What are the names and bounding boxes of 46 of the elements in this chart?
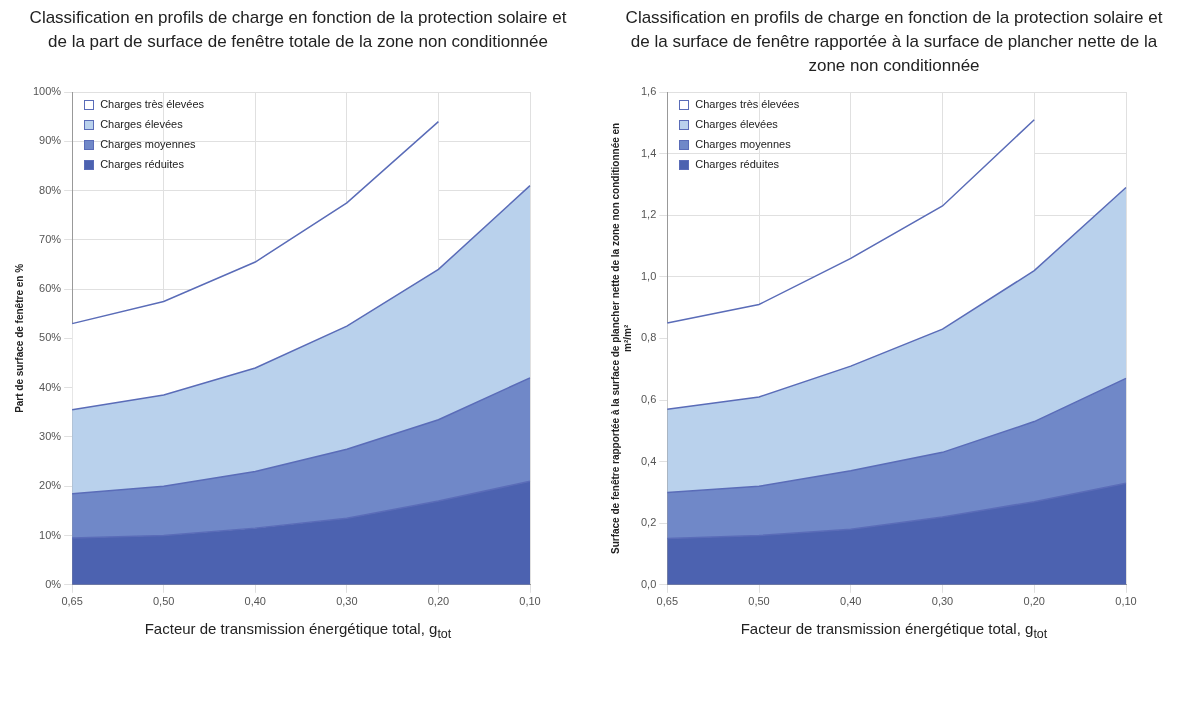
y-tick-label: 0,2 bbox=[640, 516, 657, 529]
y-tick-label: 0,8 bbox=[640, 331, 657, 344]
x-tick-label: 0,50 bbox=[153, 595, 175, 608]
chart-title: Classification en profils de charge en fonction de la protection solaire et de la surface de fenêtre rapportée à la surface de plancher nette de la zone non conditionnée bbox=[624, 7, 1164, 77]
y-tick-label: 60% bbox=[39, 282, 62, 295]
y-tick-label: 1,0 bbox=[640, 269, 657, 282]
y-tick-label: 30% bbox=[39, 429, 62, 442]
legend-label: Charges très élevées bbox=[100, 98, 205, 110]
x-tick-label: 0,50 bbox=[748, 595, 770, 608]
x-tick-label: 0,20 bbox=[427, 595, 450, 608]
x-tick-label: 0,20 bbox=[1023, 595, 1045, 608]
y-tick-label: 40% bbox=[39, 380, 62, 393]
y-tick-label: 0,0 bbox=[640, 577, 657, 590]
y-tick-label: 100% bbox=[32, 85, 62, 98]
legend-label: Charges élevées bbox=[100, 118, 183, 130]
x-axis-title: Facteur de transmission énergétique total, g$_{tot}$ bbox=[739, 620, 1049, 641]
y-tick-label: 1,4 bbox=[640, 146, 657, 159]
x-tick-label: 0,10 bbox=[519, 595, 541, 608]
x-tick-label: 0,30 bbox=[336, 595, 358, 608]
legend-label: Charges réduites bbox=[100, 158, 184, 170]
y-axis-title: Part de surface de fenêtre en % bbox=[13, 263, 25, 413]
x-tick-label: 0,40 bbox=[244, 595, 266, 608]
y-tick-label: 0,6 bbox=[640, 393, 657, 406]
y-tick-label: 0,4 bbox=[640, 454, 657, 467]
x-tick-label: 0,30 bbox=[931, 595, 954, 608]
x-tick-label: 0,65 bbox=[656, 595, 678, 608]
legend-label: Charges réduites bbox=[695, 158, 780, 170]
y-tick-label: 70% bbox=[39, 232, 62, 245]
legend-label: Charges élevées bbox=[695, 118, 778, 130]
y-tick-label: 1,6 bbox=[640, 85, 657, 98]
y-axis-title: Surface de fenêtre rapportée à la surface de plancher nette de la zone non conditionnée en m²/m² bbox=[609, 122, 633, 555]
y-tick-label: 10% bbox=[39, 528, 62, 541]
y-tick-label: 50% bbox=[39, 331, 62, 344]
y-tick-label: 20% bbox=[39, 479, 62, 492]
y-tick-label: 0% bbox=[45, 577, 62, 590]
x-tick-label: 0,10 bbox=[1115, 595, 1137, 608]
y-tick-label: 80% bbox=[39, 183, 62, 196]
x-tick-label: 0,65 bbox=[61, 595, 83, 608]
legend-label: Charges moyennes bbox=[100, 138, 196, 150]
x-tick-label: 0,40 bbox=[840, 595, 862, 608]
legend-label: Charges très élevées bbox=[695, 98, 800, 110]
y-tick-label: 90% bbox=[39, 134, 62, 147]
x-axis-title: Facteur de transmission énergétique total, g$_{tot}$ bbox=[143, 620, 453, 641]
chart-title: Classification en profils de charge en fonction de la protection solaire et de la part de surface de fenêtre totale de la zone non conditionnée bbox=[28, 7, 568, 53]
legend-label: Charges moyennes bbox=[695, 138, 791, 150]
y-tick-label: 1,2 bbox=[640, 208, 657, 221]
